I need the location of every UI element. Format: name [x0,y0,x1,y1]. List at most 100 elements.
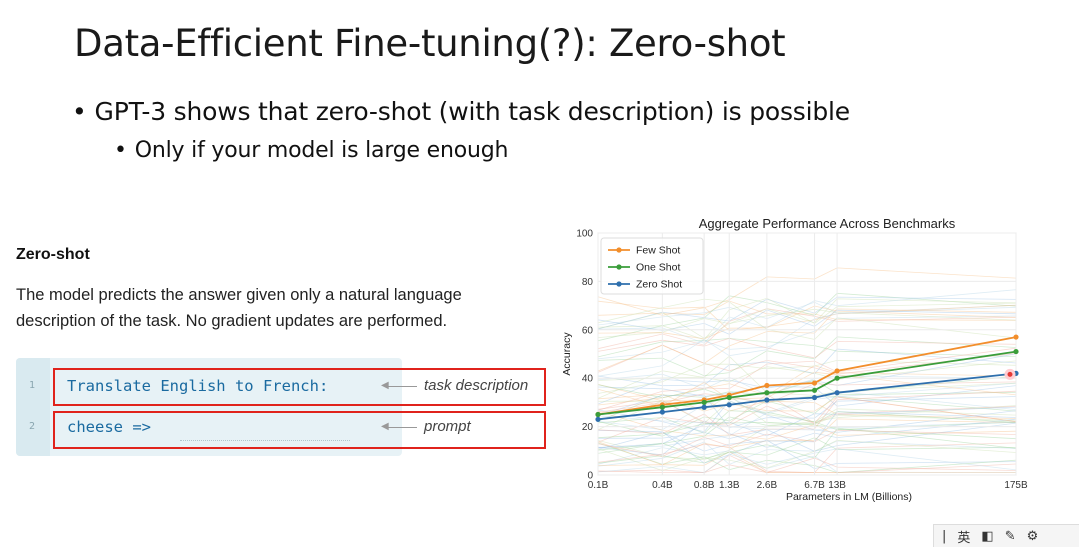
background-task-line [597,347,1017,411]
background-task-line [597,428,1017,460]
background-task-line [597,308,1017,350]
series-point [811,380,818,386]
zero-shot-heading: Zero-shot [16,246,90,263]
y-tick-label: 80 [582,277,594,288]
series-point [726,402,732,408]
background-task-line [597,390,1017,436]
line-number-1: 1 [29,380,36,391]
background-task-line [597,359,1017,394]
background-task-line [597,422,1017,452]
bullet-dot: • [72,97,87,126]
series-point [726,394,732,401]
series-point [834,368,840,374]
background-task-line [597,391,1017,437]
y-tick-label: 0 [587,471,593,482]
x-tick-label: 1.3B [719,480,740,491]
background-task-line [597,406,1017,449]
bullet-2: • Only if your model is large enough [114,138,508,163]
background-task-line [597,375,1017,422]
background-task-line [597,300,1017,331]
background-task-line [597,371,1017,407]
chart-series [595,334,1019,422]
series-point [834,390,840,396]
arrow-left-icon: ◀ [381,380,389,391]
background-task-line [597,429,1017,457]
slide-title: Data-Efficient Fine-tuning(?): Zero-shot [74,22,786,65]
chart-legend: Few Shot One Shot Zero Shot [600,237,704,295]
cursor-icon[interactable]: | [942,528,947,544]
background-task-line [597,381,1017,413]
background-task-line [597,267,1017,316]
background-task-line [597,306,1017,377]
background-task-line [597,394,1017,429]
line-number-gutter [16,358,50,456]
background-task-line [597,439,1017,472]
series-point [659,409,665,415]
series-point [834,375,840,381]
y-tick-label: 20 [582,422,594,433]
background-task-line [597,437,1017,464]
chart-y-axis-label: Accuracy [561,332,573,376]
background-task-line [597,454,1017,474]
background-task-line [597,410,1017,440]
background-task-line [597,298,1017,339]
background-task-line [597,353,1017,405]
task-arrow [386,386,417,387]
series-point [701,399,707,405]
legend-entry: Zero Shot [636,279,682,291]
background-task-line [597,421,1017,449]
x-tick-label: 0.4B [652,480,673,491]
background-task-line [597,338,1017,358]
background-task-line [597,411,1017,454]
background-task-line [597,315,1017,360]
x-tick-label: 0.8B [694,480,715,491]
legend-marker [616,264,622,270]
y-tick-label: 60 [582,325,594,336]
y-tick-label: 40 [582,374,594,385]
prompt-highlight [53,411,546,449]
prompt-blank-underline [180,440,350,441]
background-task-line [597,336,1017,377]
arrow-left-icon: ◀ [381,421,389,432]
background-task-line [597,418,1017,466]
y-tick-label: 100 [576,229,593,240]
background-task-line [597,463,1017,474]
background-task-line [597,415,1017,431]
background-task-line [597,405,1017,443]
task-description-highlight [53,368,546,406]
background-task-lines [597,267,1017,474]
legend-box [600,237,704,295]
pointer-marker [1004,368,1016,380]
background-task-line [597,447,1017,474]
prompt-label: prompt [424,418,471,435]
background-task-line [597,393,1017,422]
background-task-line [597,348,1017,387]
background-task-line [597,292,1017,342]
half-square-icon[interactable]: ◧ [981,528,994,544]
chart-axes: 0 20 40 60 80 100 0.1B 0.4B 0.8B 1.3B 2.6B 6.7B 13B 1… [576,229,1028,492]
legend-entry: Few Shot [636,245,680,257]
bullet-2-text: Only if your model is large enough [134,138,509,163]
x-tick-label: 13B [828,480,846,491]
x-tick-label: 175B [1004,480,1028,491]
background-task-line [597,395,1017,425]
background-task-line [597,296,1017,330]
code-line-1: Translate English to French: [67,377,329,395]
legend-marker [616,247,622,253]
background-task-line [597,308,1017,372]
background-task-line [597,384,1017,412]
prompt-arrow [386,427,417,428]
series-point [659,404,665,410]
background-task-line [597,300,1017,321]
pen-icon[interactable]: ✎ [1004,528,1016,544]
series-point [811,387,818,393]
background-task-line [597,448,1017,474]
legend-marker [616,281,622,287]
gear-icon[interactable]: ⚙ [1026,528,1039,544]
background-task-line [597,382,1017,431]
series-point [1013,348,1019,355]
language-icon[interactable]: 英 [957,530,971,546]
background-task-line [597,410,1017,434]
series-line-0 [597,336,1017,416]
ime-toolbar: | 英 ◧ ✎ ⚙ [933,524,1079,547]
